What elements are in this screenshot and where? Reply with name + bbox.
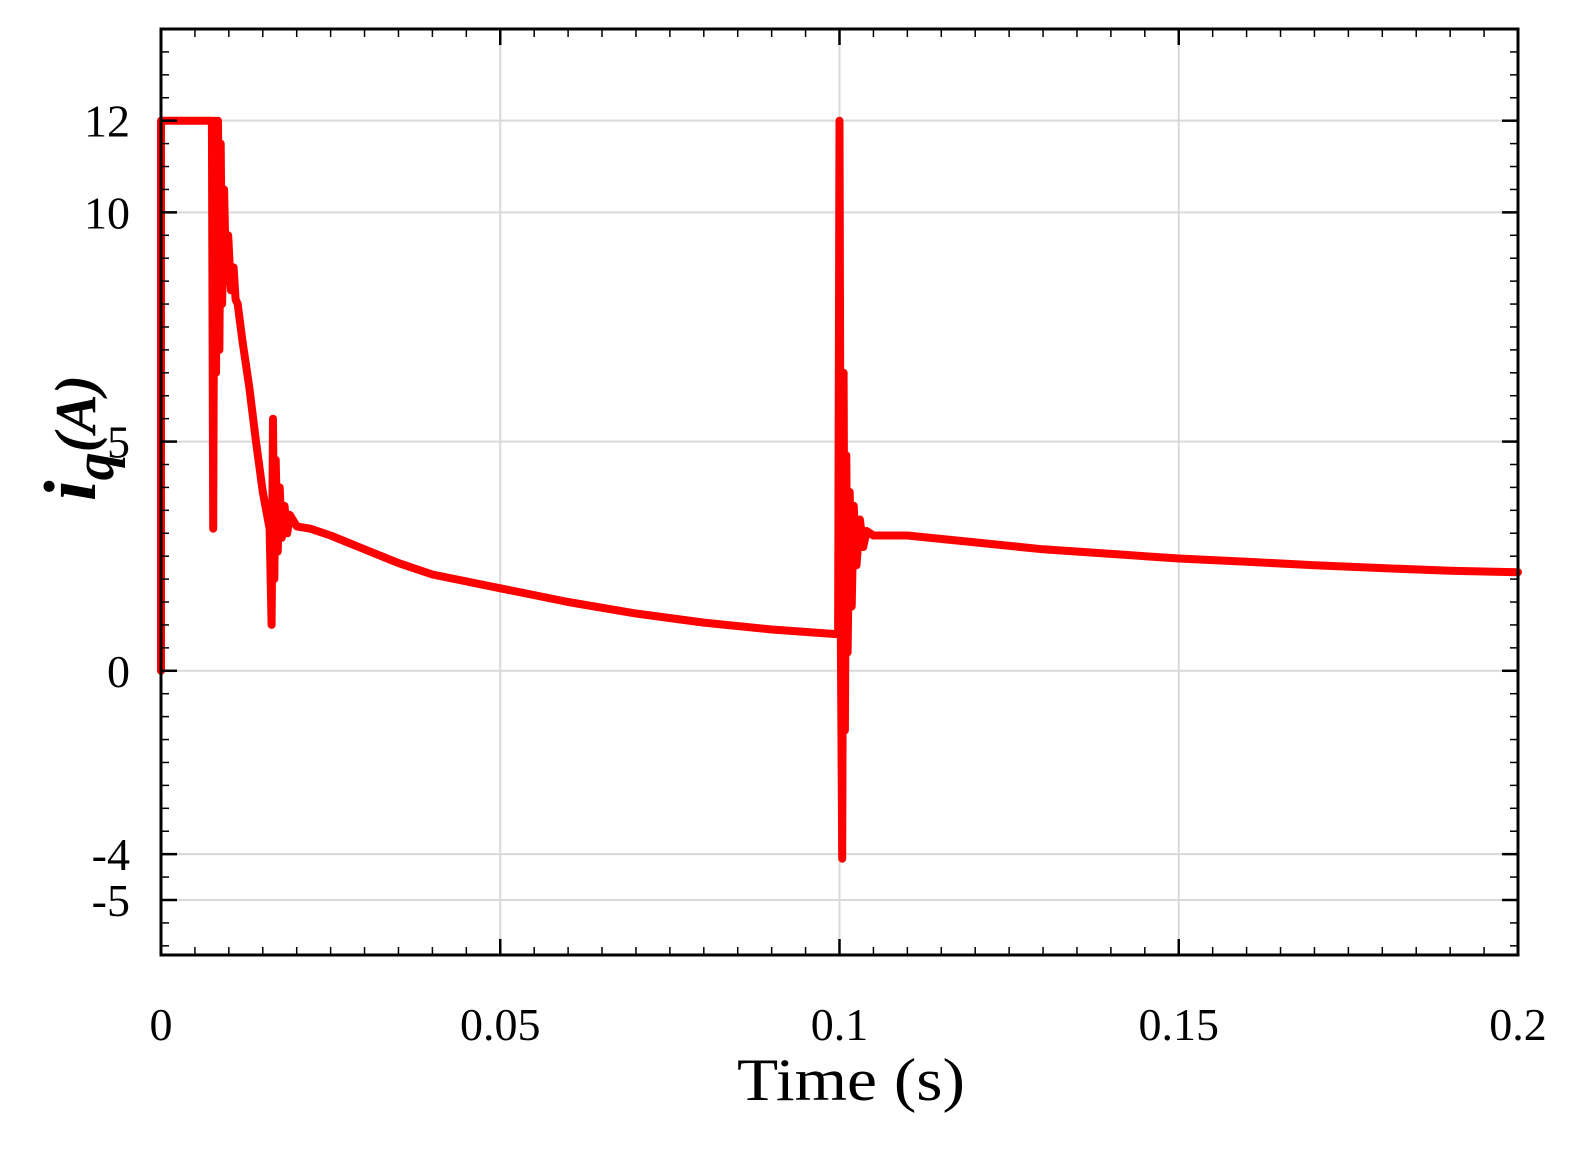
- axis-ticks: [159, 28, 1520, 955]
- y-tick-label: 5: [107, 417, 130, 468]
- x-tick-label: 0: [150, 999, 173, 1050]
- y-tick-label: 0: [107, 646, 130, 697]
- x-tick-label: 0.05: [460, 999, 541, 1050]
- x-tick-label: 0.15: [1139, 999, 1220, 1050]
- x-tick-label: 0.2: [1489, 999, 1547, 1050]
- y-tick-label: 12: [84, 96, 130, 147]
- x-tick-labels: 0 0.05 0.1 0.15 0.2: [150, 999, 1547, 1050]
- x-axis-label: Time (s): [737, 1047, 965, 1113]
- series-layer: [157, 116, 1522, 863]
- y-tick-label: -5: [92, 875, 130, 926]
- y-tick-label: -4: [92, 829, 130, 880]
- y-tick-label: 10: [84, 187, 130, 238]
- y-axis-label-base: i: [30, 480, 112, 501]
- y-axis-label: iq(A): [30, 375, 126, 501]
- y-tick-labels: -5-4 0 5 10 12: [84, 96, 130, 926]
- x-tick-label: 0.1: [811, 999, 869, 1050]
- series-line: [157, 116, 1522, 863]
- y-axis-label-subscript: q: [64, 452, 126, 480]
- y-axis-label-unit: (A): [43, 375, 108, 452]
